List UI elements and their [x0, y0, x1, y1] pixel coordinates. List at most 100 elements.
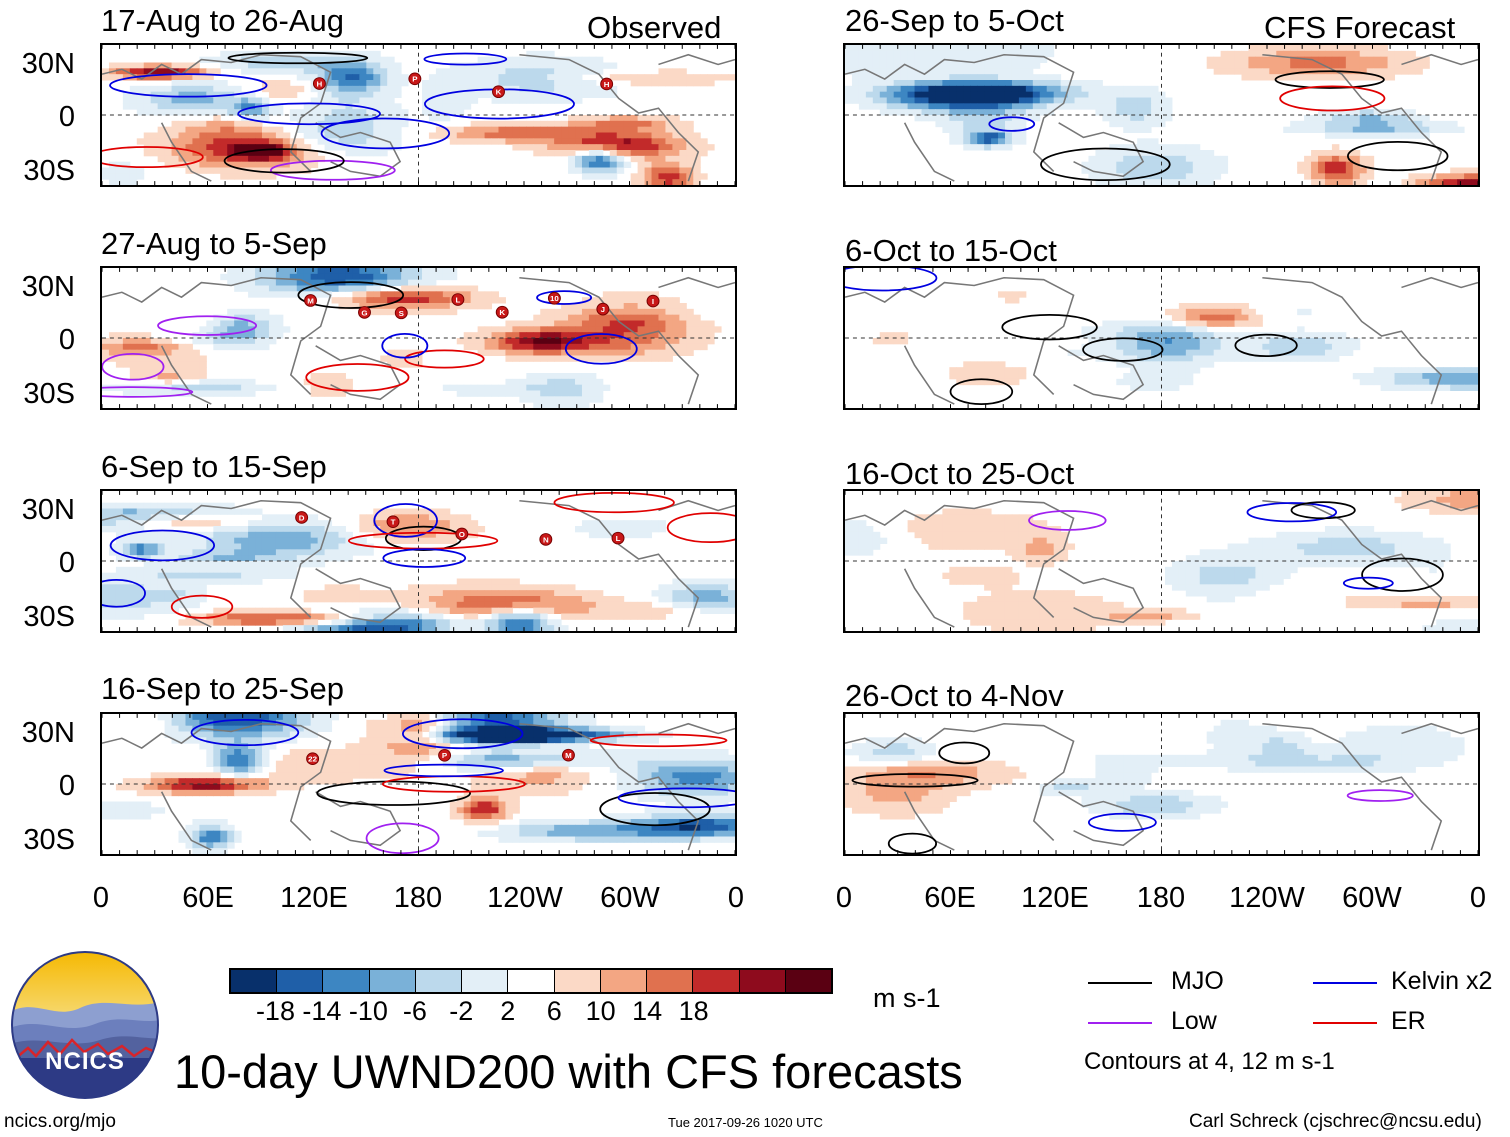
field-cell	[296, 279, 305, 286]
field-cell	[171, 126, 180, 133]
field-cell	[275, 91, 284, 98]
field-cell	[714, 807, 722, 814]
field-cell	[115, 549, 124, 556]
field-cell	[401, 303, 409, 310]
field-cell	[261, 320, 270, 327]
field-cell	[1011, 68, 1020, 75]
field-cell	[359, 150, 367, 157]
field-cell	[561, 343, 569, 351]
field-cell	[415, 303, 423, 310]
field-cell	[338, 749, 346, 756]
field-cell	[324, 390, 333, 397]
field-cell	[387, 754, 395, 762]
field-cell	[171, 91, 180, 98]
field-cell	[261, 555, 270, 562]
field-cell	[463, 619, 472, 626]
field-cell	[533, 390, 541, 397]
field-cell	[220, 555, 228, 562]
field-cell	[949, 62, 957, 69]
field-cell	[317, 115, 326, 122]
field-cell	[387, 772, 395, 779]
field-cell	[616, 138, 625, 145]
field-cell	[157, 155, 166, 163]
field-cell	[498, 619, 506, 626]
field-cell	[533, 150, 541, 157]
field-cell	[991, 56, 999, 63]
field-cell	[630, 737, 639, 744]
field-cell	[512, 138, 520, 145]
field-cell	[241, 778, 249, 785]
field-cell	[241, 68, 249, 75]
field-cell	[498, 332, 506, 339]
field-cell	[623, 144, 632, 151]
field-cell	[345, 303, 353, 310]
field-cell	[533, 830, 541, 837]
field-cell	[387, 68, 395, 75]
field-cell	[303, 760, 312, 767]
field-cell	[1025, 68, 1034, 75]
field-cell	[352, 285, 360, 292]
field-cell	[352, 543, 360, 550]
field-cell	[241, 343, 249, 351]
field-cell	[561, 373, 569, 380]
field-cell	[317, 778, 326, 785]
field-cell	[630, 830, 639, 837]
field-cell	[387, 619, 395, 626]
field-cell	[595, 601, 604, 609]
field-cell	[470, 625, 479, 631]
field-cell	[261, 167, 270, 174]
field-cell	[1297, 68, 1305, 75]
field-cell	[296, 625, 305, 631]
field-cell	[213, 132, 221, 139]
field-cell	[331, 590, 340, 597]
contour-line	[564, 333, 638, 365]
storm-marker-icon	[394, 306, 408, 320]
field-cell	[533, 778, 541, 785]
field-cell	[540, 97, 548, 104]
field-cell	[220, 778, 228, 785]
field-cell	[484, 303, 493, 310]
field-cell	[561, 303, 569, 310]
field-cell	[220, 80, 228, 87]
field-cell	[665, 173, 673, 180]
field-cell	[185, 537, 193, 544]
field-cell	[282, 91, 291, 98]
field-cell	[998, 45, 1006, 52]
field-cell	[721, 830, 729, 837]
field-cell	[575, 819, 583, 826]
field-cell	[505, 126, 513, 133]
field-cell	[595, 819, 604, 826]
field-cell	[498, 714, 506, 721]
field-cell	[282, 150, 291, 157]
field-cell	[428, 596, 437, 603]
field-cell	[206, 338, 214, 345]
field-cell	[554, 132, 562, 139]
field-cell	[561, 126, 569, 133]
field-cell	[637, 173, 646, 180]
field-cell	[185, 349, 193, 356]
field-cell	[345, 120, 353, 128]
field-cell	[595, 56, 604, 63]
field-cell	[108, 332, 117, 339]
field-cell	[164, 126, 173, 133]
field-cell	[171, 138, 180, 145]
field-cell	[463, 85, 472, 93]
field-cell	[296, 285, 305, 292]
field-cell	[491, 731, 499, 738]
field-cell	[1324, 56, 1333, 63]
field-cell	[171, 714, 180, 721]
field-cell	[637, 613, 646, 620]
field-cell	[129, 173, 138, 180]
field-cell	[241, 314, 249, 321]
field-cell	[637, 725, 646, 732]
field-cell	[136, 566, 145, 574]
field-cell	[1366, 68, 1375, 75]
field-cell	[526, 373, 534, 380]
field-cell	[261, 719, 270, 727]
field-cell	[428, 103, 437, 110]
field-cell	[1338, 74, 1347, 81]
field-cell	[352, 297, 360, 304]
field-cell	[630, 725, 639, 732]
field-cell	[588, 343, 597, 351]
field-cell	[505, 349, 513, 356]
